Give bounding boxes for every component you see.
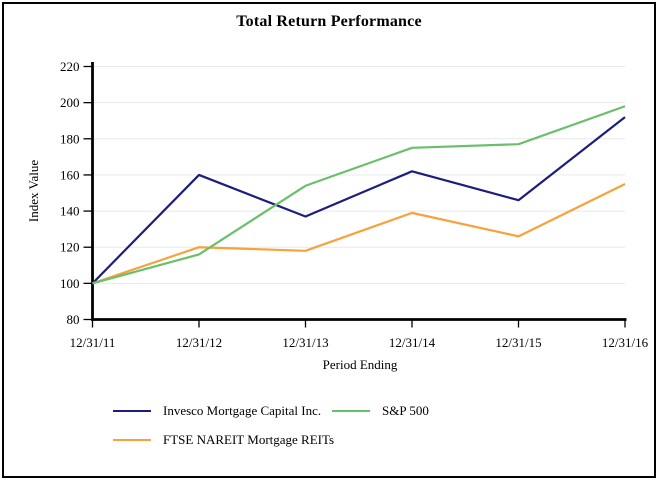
legend-item-ftse-nareit: FTSE NAREIT Mortgage REITs [113,425,335,454]
x-tick-label: 12/31/13 [282,335,328,350]
legend-item-invesco: Invesco Mortgage Capital Inc. [113,396,332,425]
legend-label-ftse-nareit: FTSE NAREIT Mortgage REITs [163,431,335,447]
chart-legend: Invesco Mortgage Capital Inc. S&P 500 FT… [113,396,429,454]
legend-swatch-invesco [113,409,151,412]
y-tick-label: 80 [67,312,80,327]
y-tick-label: 160 [60,167,80,182]
series-line-0 [91,116,626,285]
legend-item-sp500: S&P 500 [332,396,429,425]
x-tick-label: 12/31/12 [176,335,222,350]
legend-label-sp500: S&P 500 [382,402,429,418]
y-tick-label: 200 [60,95,80,110]
x-tick-label: 12/31/14 [389,335,436,350]
y-tick-label: 220 [60,59,80,74]
chart-title: Total Return Performance [236,13,422,30]
x-tick-label: 12/31/15 [495,335,541,350]
legend-label-invesco: Invesco Mortgage Capital Inc. [163,402,322,418]
y-tick-label: 120 [60,240,80,255]
legend-swatch-sp500 [332,409,370,412]
x-tick-label: 12/31/16 [602,335,649,350]
x-tick-label: 12/31/11 [70,335,116,350]
y-tick-label: 140 [60,204,80,219]
y-tick-label: 100 [60,276,80,291]
series-line-2 [92,182,626,285]
chart-plot-area: 80 100 120 140 160 180 200 220 12/31/11 12/31/12 1… [26,59,649,372]
legend-swatch-ftse-nareit [113,438,151,441]
y-axis-title: Index Value [26,160,41,222]
x-axis-title: Period Ending [323,357,398,372]
series-line-1 [92,105,626,285]
y-tick-label: 180 [60,131,80,146]
